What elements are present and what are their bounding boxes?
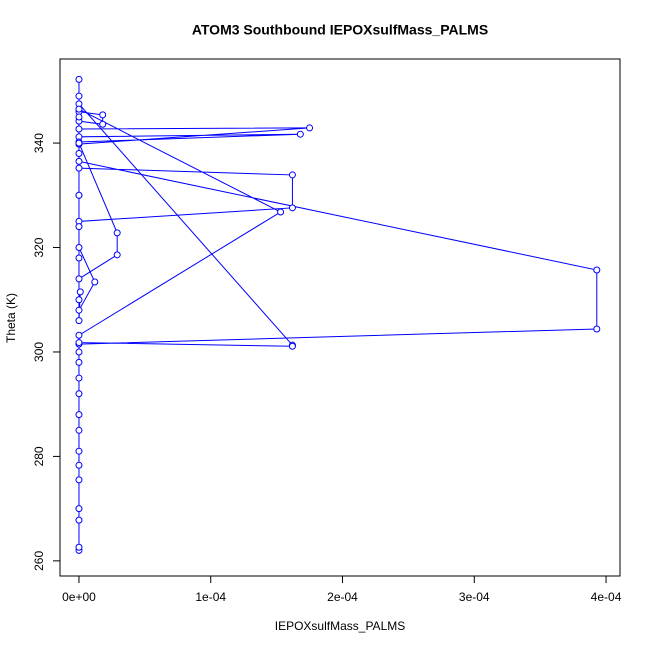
data-point (288, 342, 296, 350)
data-point (75, 339, 83, 347)
data-point (75, 461, 83, 469)
data-point (593, 325, 601, 333)
data-point (75, 390, 83, 398)
x-tick-label: 0e+00 (62, 590, 96, 604)
data-point (75, 426, 83, 434)
y-tick-label: 340 (32, 133, 46, 153)
data-point (75, 348, 83, 356)
data-point (91, 278, 99, 286)
data-point (75, 244, 83, 252)
x-tick-label: 1e-04 (195, 590, 226, 604)
y-axis-label: Theta (K) (4, 293, 18, 343)
data-point (75, 254, 83, 262)
data-point (593, 266, 601, 274)
data-point (75, 306, 83, 314)
y-tick-label: 260 (32, 551, 46, 571)
plot-box (59, 58, 621, 577)
data-point (75, 139, 83, 147)
data-point (75, 275, 83, 283)
data-point (75, 164, 83, 172)
data-point (75, 191, 83, 199)
data-point (75, 92, 83, 100)
y-tick-label: 300 (32, 342, 46, 362)
data-point (75, 296, 83, 304)
x-tick-label: 3e-04 (459, 590, 490, 604)
data-point (75, 516, 83, 524)
data-point (99, 111, 107, 119)
data-point (76, 288, 84, 296)
data-point (75, 223, 83, 231)
data-point (75, 411, 83, 419)
data-point (288, 171, 296, 179)
data-point (75, 125, 83, 133)
series-line (78, 79, 598, 551)
data-point (75, 505, 83, 513)
data-point (113, 251, 121, 259)
data-point (75, 374, 83, 382)
data-point (75, 543, 83, 551)
data-point (75, 476, 83, 484)
data-point (113, 229, 121, 237)
data-point (306, 124, 314, 132)
data-point (277, 208, 285, 216)
chart-title: ATOM3 Southbound IEPOXsulfMass_PALMS (192, 22, 488, 38)
data-point (288, 204, 296, 212)
x-tick-label: 2e-04 (327, 590, 358, 604)
data-point (75, 358, 83, 366)
x-axis-label: IEPOXsulfMass_PALMS (275, 619, 406, 633)
data-point (75, 75, 83, 83)
data-point (75, 447, 83, 455)
x-tick-label: 4e-04 (591, 590, 622, 604)
data-point (296, 130, 304, 138)
data-point (75, 317, 83, 325)
data-point (75, 157, 83, 165)
data-point (75, 105, 83, 113)
data-point (75, 113, 83, 121)
y-tick-label: 320 (32, 237, 46, 257)
data-point (75, 331, 83, 339)
data-point (99, 120, 107, 128)
data-point (75, 150, 83, 158)
y-tick-label: 280 (32, 446, 46, 466)
